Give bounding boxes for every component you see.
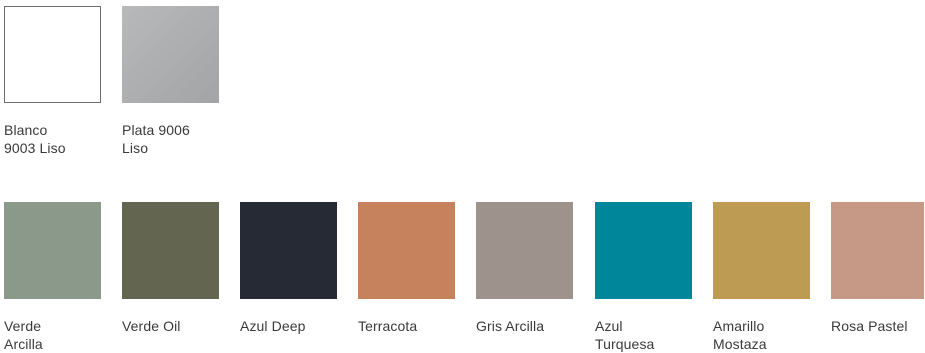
color-swatch[interactable]	[831, 202, 924, 299]
finish-option-amarillo-mostaza[interactable]: Amarillo Mostaza	[713, 202, 811, 353]
finish-option-verde-oil[interactable]: Verde Oil	[122, 202, 220, 335]
finish-option-blanco-9003-liso[interactable]: Blanco 9003 Liso	[4, 6, 102, 157]
color-swatch[interactable]	[4, 6, 101, 103]
color-swatch[interactable]	[240, 202, 337, 299]
finish-option-gris-arcilla[interactable]: Gris Arcilla	[476, 202, 574, 335]
finish-label: Azul Turquesa	[595, 318, 655, 352]
color-swatch[interactable]	[122, 6, 219, 103]
finish-option-verde-arcilla[interactable]: Verde Arcilla	[4, 202, 102, 353]
finish-label: Amarillo Mostaza	[713, 318, 767, 352]
finish-label: Azul Deep	[240, 318, 306, 334]
finish-option-azul-turquesa[interactable]: Azul Turquesa	[595, 202, 693, 353]
finish-option-terracota[interactable]: Terracota	[358, 202, 456, 335]
finish-label: Verde Oil	[122, 318, 181, 334]
color-swatch[interactable]	[476, 202, 573, 299]
finish-option-rosa-pastel[interactable]: Rosa Pastel	[831, 202, 925, 335]
finish-label: Plata 9006 Liso	[122, 122, 190, 156]
finish-option-plata-9006-liso[interactable]: Plata 9006 Liso	[122, 6, 220, 157]
finish-label: Blanco 9003 Liso	[4, 122, 66, 156]
finish-label: Verde Arcilla	[4, 318, 43, 352]
finish-option-azul-deep[interactable]: Azul Deep	[240, 202, 338, 335]
color-swatch[interactable]	[358, 202, 455, 299]
color-swatch[interactable]	[4, 202, 101, 299]
finish-label: Gris Arcilla	[476, 318, 545, 334]
finish-label: Terracota	[358, 318, 418, 334]
color-swatch[interactable]	[595, 202, 692, 299]
color-swatch[interactable]	[122, 202, 219, 299]
color-swatch[interactable]	[713, 202, 810, 299]
finish-label: Rosa Pastel	[831, 318, 908, 334]
